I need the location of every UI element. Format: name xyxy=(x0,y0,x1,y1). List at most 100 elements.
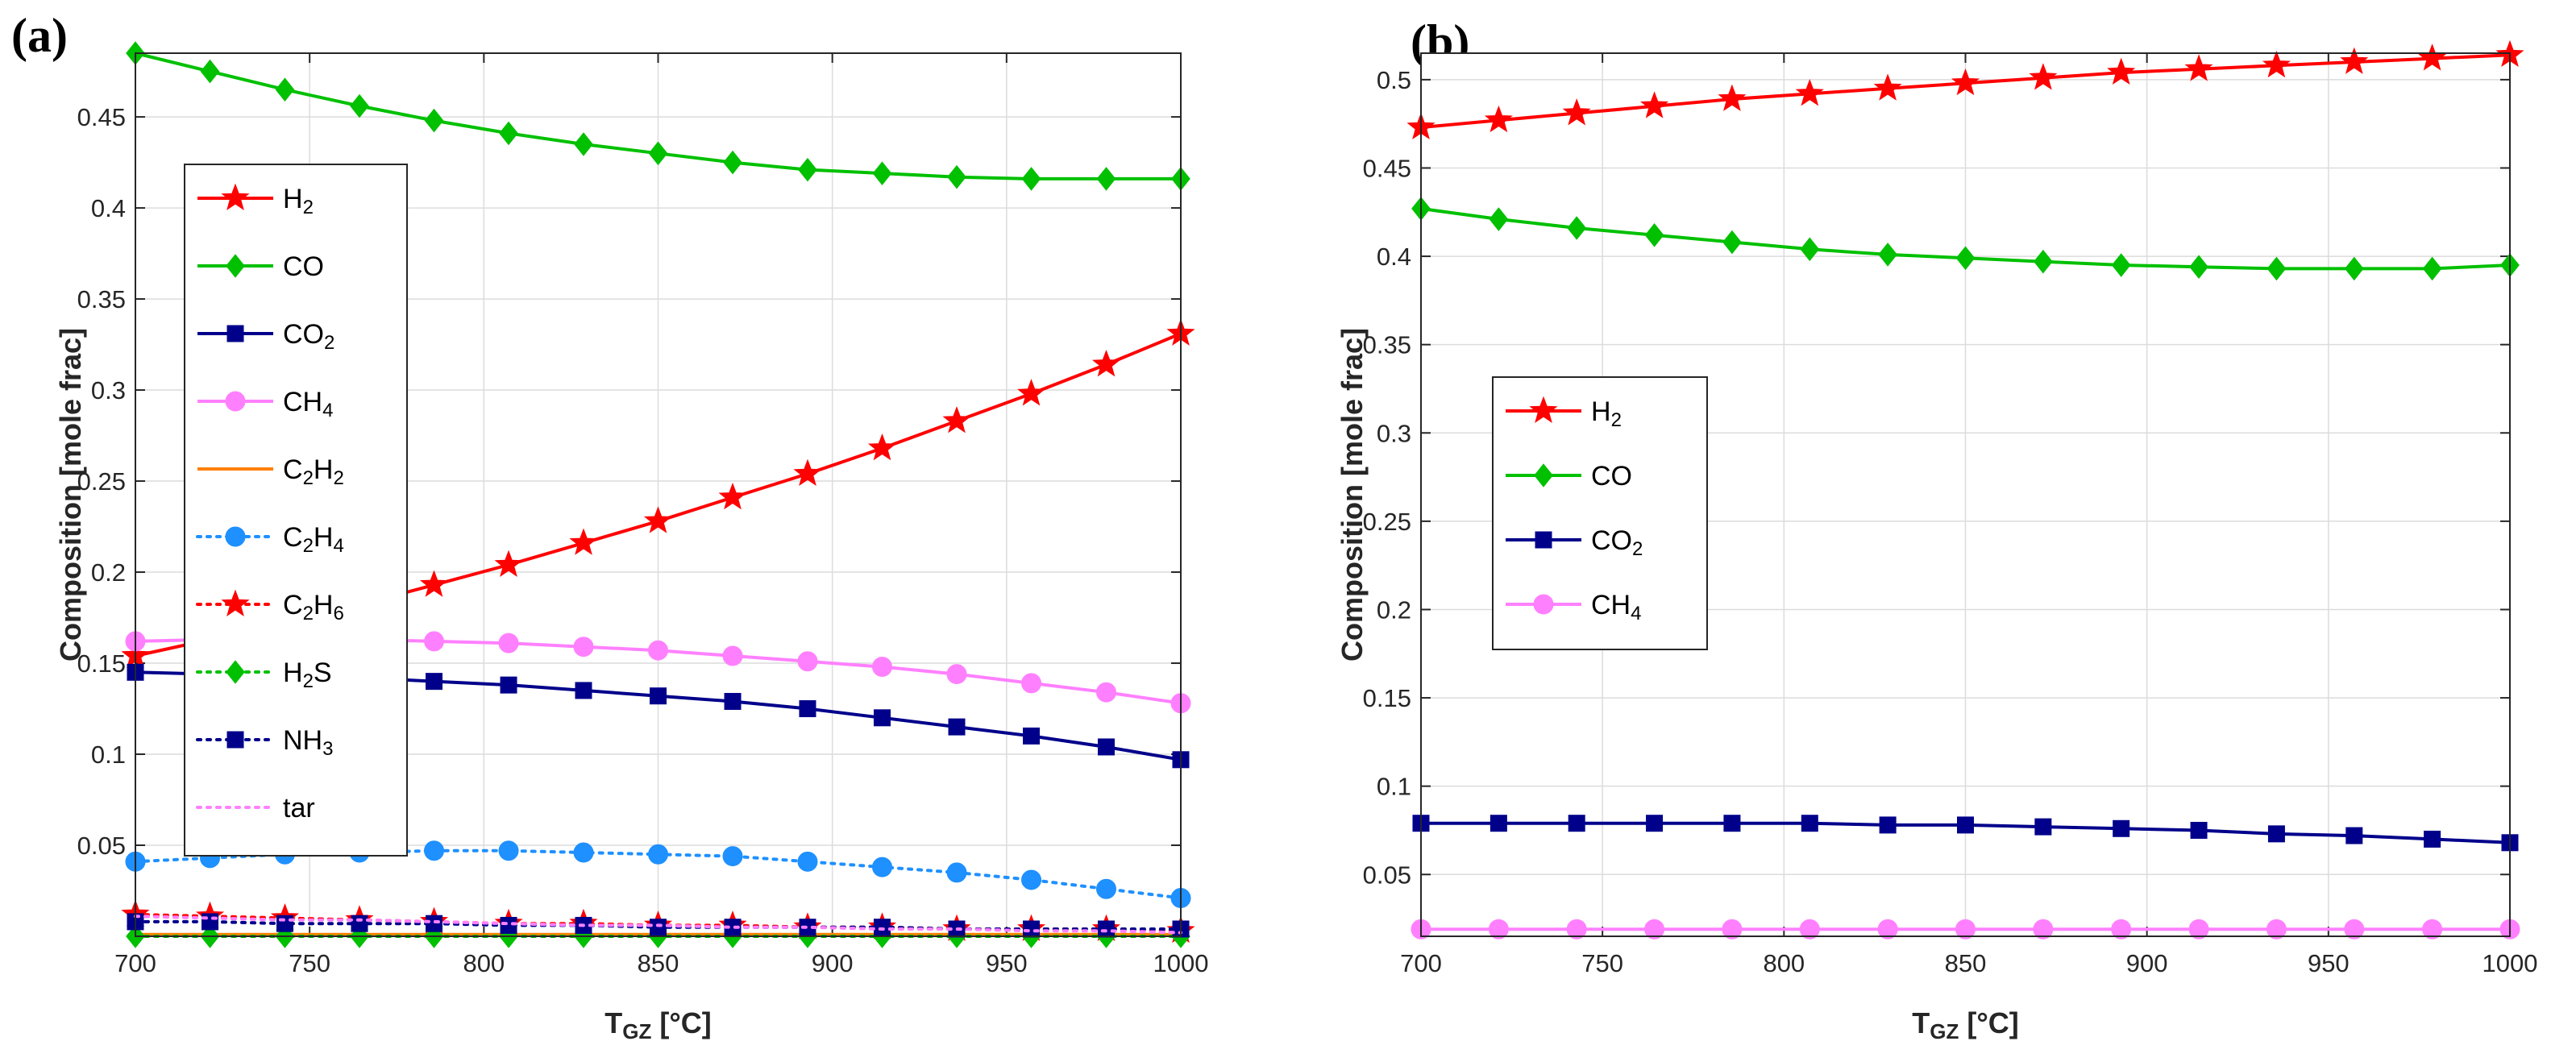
x-tick-label-b-3: 850 xyxy=(1945,949,1987,977)
point-a-CO-9 xyxy=(798,157,817,182)
point-a-NH3-4 xyxy=(426,915,443,932)
legend-label-a-C2H4: C2H4 xyxy=(283,522,344,557)
point-a-CO2-8 xyxy=(724,692,742,710)
point-a-CO2-9 xyxy=(799,700,816,718)
point-a-CH4-11 xyxy=(946,664,967,685)
y-tick-label-b-8: 0.45 xyxy=(1363,154,1411,182)
point-a-C2H4-10 xyxy=(871,857,892,877)
y-tick-label-b-5: 0.3 xyxy=(1377,419,1411,447)
point-a-H2-8 xyxy=(718,482,747,510)
point-a-CH4-6 xyxy=(573,637,594,658)
point-b-CO2-1 xyxy=(1490,815,1507,832)
point-a-CO-10 xyxy=(872,161,892,185)
axes-box-a xyxy=(135,52,1182,937)
point-b-H2-5 xyxy=(1795,78,1824,106)
point-b-H2-2 xyxy=(1562,98,1591,126)
point-a-H2-9 xyxy=(793,458,822,486)
point-b-CO-7 xyxy=(1955,246,1976,271)
point-a-CO2-10 xyxy=(873,709,891,727)
point-a-CH4-8 xyxy=(722,645,743,666)
legend-marker-a-CO2 xyxy=(226,325,244,342)
point-b-CO2-10 xyxy=(2190,821,2208,839)
x-tick-label-b-2: 800 xyxy=(1763,949,1805,977)
point-b-CO2-5 xyxy=(1801,815,1818,832)
point-b-CO2-12 xyxy=(2345,827,2363,844)
point-b-CO2-3 xyxy=(1646,815,1664,832)
point-a-C2H4-9 xyxy=(797,851,818,872)
legend-marker-b-H2 xyxy=(1529,396,1558,423)
point-b-H2-13 xyxy=(2418,44,2447,71)
x-tick-label-b-1: 750 xyxy=(1581,949,1623,977)
point-a-C2H4-6 xyxy=(573,842,594,863)
legend-label-b-CH4: CH4 xyxy=(1591,590,1641,624)
legend-box-a xyxy=(184,164,408,857)
point-b-CO2-2 xyxy=(1568,815,1585,832)
y-tick-label-a-1: 0.1 xyxy=(91,740,126,769)
series-b-CO xyxy=(1411,197,2520,281)
point-a-CO2-13 xyxy=(1097,738,1115,756)
legend-label-a-NH3: NH3 xyxy=(283,725,333,760)
legend-marker-b-CO2 xyxy=(1535,531,1552,549)
point-b-CH4-13 xyxy=(2422,919,2443,940)
y-axis-label-b: Composition [mole frac] xyxy=(1336,328,1369,662)
point-a-CO-2 xyxy=(275,77,295,102)
legend-label-a-CO2: CO2 xyxy=(283,319,334,354)
legend-marker-a-C2H4 xyxy=(225,526,246,547)
point-a-CO-8 xyxy=(723,150,742,175)
legend-label-a-C2H2: C2H2 xyxy=(283,454,344,489)
point-a-NH3-1 xyxy=(202,913,219,931)
point-a-NH3-12 xyxy=(1023,920,1041,938)
legend-marker-b-CO xyxy=(1534,463,1553,487)
x-tick-label-a-5: 950 xyxy=(986,949,1028,977)
series-line-a-tar xyxy=(134,915,1182,935)
point-a-NH3-2 xyxy=(276,915,293,932)
point-b-CO-4 xyxy=(1722,230,1742,255)
legend-marker-b-CH4 xyxy=(1533,594,1554,615)
series-b-CH4 xyxy=(1411,919,2520,940)
x-tick-label-a-3: 850 xyxy=(638,949,679,977)
x-tick-label-a-1: 750 xyxy=(289,949,330,977)
point-b-CH4-3 xyxy=(1644,919,1665,940)
point-a-NH3-13 xyxy=(1097,920,1115,938)
point-a-NH3-5 xyxy=(500,916,517,934)
legend-b: H2 CO CO2 CH4 xyxy=(1492,376,1708,650)
point-b-CH4-6 xyxy=(1877,919,1898,940)
point-b-CO2-9 xyxy=(2113,819,2130,837)
y-axis-label-a: Composition [mole frac] xyxy=(54,328,87,662)
point-a-NH3-3 xyxy=(351,915,368,932)
point-a-C2H4-7 xyxy=(648,844,668,865)
point-b-CO-2 xyxy=(1567,216,1587,240)
point-b-CO2-13 xyxy=(2424,830,2441,848)
point-b-CO2-6 xyxy=(1879,816,1897,834)
legend-label-b-CO: CO xyxy=(1591,461,1632,492)
series-a-CO xyxy=(126,41,1190,191)
point-a-CH4-9 xyxy=(797,651,818,672)
point-a-H2-6 xyxy=(569,528,598,555)
series-a-tar xyxy=(134,915,1182,935)
y-tick-label-a-3: 0.2 xyxy=(91,558,126,587)
point-a-CH4-4 xyxy=(424,631,445,652)
point-a-NH3-10 xyxy=(873,919,891,936)
y-tick-label-b-3: 0.2 xyxy=(1377,595,1411,624)
point-b-H2-10 xyxy=(2184,54,2213,81)
point-b-H2-7 xyxy=(1951,68,1980,96)
legend-label-b-CO2: CO2 xyxy=(1591,525,1643,560)
point-b-H2-3 xyxy=(1640,91,1669,118)
point-b-CH4-11 xyxy=(2266,919,2287,940)
point-a-CO-4 xyxy=(424,108,444,133)
point-b-CH4-5 xyxy=(1799,919,1820,940)
legend-label-a-tar: tar xyxy=(283,793,315,823)
point-b-CH4-10 xyxy=(2188,919,2209,940)
point-a-H2-4 xyxy=(419,570,449,597)
legend-marker-a-H2S xyxy=(226,660,245,684)
point-b-H2-4 xyxy=(1718,84,1747,111)
point-b-CO-1 xyxy=(1489,207,1509,231)
x-tick-label-a-0: 700 xyxy=(114,949,156,977)
y-tick-label-a-0: 0.05 xyxy=(77,832,126,860)
point-b-CO-12 xyxy=(2344,256,2364,281)
point-a-CO2-11 xyxy=(948,718,966,736)
point-a-C2H4-8 xyxy=(722,846,743,867)
x-tick-label-b-6: 1000 xyxy=(2483,949,2538,977)
x-tick-label-b-0: 700 xyxy=(1400,949,1442,977)
x-axis-label-a: TGZ [°C] xyxy=(605,1006,711,1043)
